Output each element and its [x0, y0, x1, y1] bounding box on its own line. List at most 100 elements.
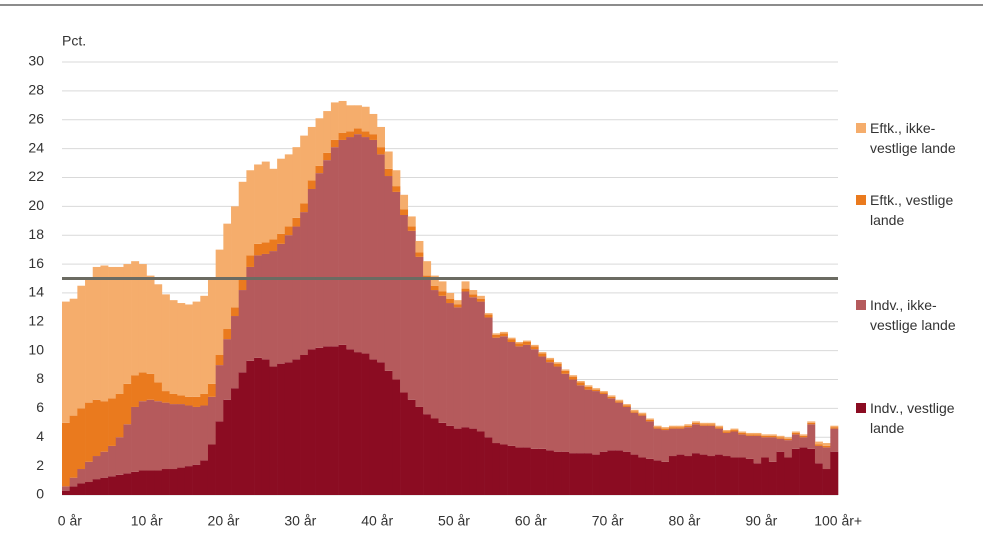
bar-segment — [807, 422, 816, 425]
bar-segment — [807, 421, 816, 423]
bar-segment — [476, 295, 485, 299]
bar-segment — [115, 393, 124, 438]
bar-segment — [576, 385, 585, 454]
bar-segment — [338, 139, 347, 345]
bar-segment — [261, 359, 270, 495]
bar-segment — [131, 375, 140, 407]
bar-segment — [138, 264, 147, 373]
bar-segment — [261, 242, 270, 254]
bar-segment — [207, 277, 216, 384]
bar-segment — [277, 363, 286, 495]
bar-segment — [791, 431, 800, 433]
bar-segment — [476, 298, 485, 302]
bar-segment — [484, 437, 493, 495]
bar-segment — [330, 139, 339, 148]
bar-segment — [246, 266, 255, 361]
y-axis-label: Pct. — [62, 33, 86, 49]
bar-segment — [100, 265, 109, 402]
legend-swatch — [856, 300, 866, 310]
bar-segment — [238, 278, 247, 291]
bar-segment — [377, 126, 385, 148]
bar-segment — [538, 352, 547, 354]
bar-segment — [776, 437, 785, 439]
bar-segment — [653, 460, 662, 495]
bar-segment — [177, 404, 186, 468]
bar-segment — [92, 399, 101, 457]
bar-segment — [323, 346, 332, 495]
bar-segment — [131, 261, 140, 376]
bar-segment — [207, 444, 216, 495]
bar-segment — [292, 226, 301, 360]
bar-segment — [453, 300, 462, 305]
bar-segment — [62, 490, 70, 495]
bar-segment — [123, 424, 132, 474]
bar-segment — [499, 444, 508, 495]
bar-segment — [307, 189, 316, 350]
bar-segment — [430, 275, 439, 286]
bar-segment — [707, 422, 716, 425]
bar-segment — [361, 353, 370, 495]
bar-segment — [668, 427, 677, 429]
bar-segment — [138, 401, 147, 471]
legend-swatch — [856, 195, 866, 205]
bar-segment — [330, 346, 339, 495]
bar-segment — [284, 362, 293, 495]
bar-segment — [423, 279, 432, 415]
bar-segment — [761, 437, 770, 458]
bar-segment — [799, 447, 808, 495]
bar-segment — [499, 336, 508, 445]
bar-segment — [515, 342, 524, 344]
bar-segment — [569, 376, 578, 380]
bar-segment — [269, 366, 278, 495]
legend-entry: Eftk., vestlige lande — [856, 190, 956, 230]
y-tick-label: 4 — [36, 428, 44, 444]
bar-segment — [745, 458, 754, 495]
bar-segment — [177, 395, 186, 405]
bar-segment — [415, 256, 424, 407]
legend-swatch — [856, 403, 866, 413]
bar-segment — [730, 431, 739, 458]
bar-segment — [576, 453, 585, 495]
bar-segment — [676, 454, 685, 495]
bar-segment — [814, 444, 823, 446]
bar-segment — [377, 147, 385, 155]
bar-segment — [830, 451, 839, 495]
bar-segment — [653, 428, 662, 461]
bar-segment — [453, 304, 462, 308]
bar-segment — [269, 239, 278, 252]
y-tick-label: 18 — [28, 226, 44, 242]
y-tick-label: 28 — [28, 82, 44, 98]
bar-segment — [115, 474, 124, 495]
bar-segment — [69, 298, 78, 416]
bar-segment — [745, 435, 754, 459]
bar-segment — [791, 432, 800, 435]
bar-segment — [699, 424, 708, 426]
bar-segment — [161, 391, 170, 403]
bar-segment — [184, 396, 193, 406]
bar-segment — [330, 147, 339, 347]
bar-segment — [284, 154, 293, 227]
bar-segment — [707, 425, 716, 457]
bar-segment — [699, 425, 708, 455]
bar-segment — [507, 339, 516, 343]
bar-segment — [692, 421, 701, 423]
bar-segment — [284, 235, 293, 363]
bar-segment — [315, 165, 324, 174]
bar-segment — [338, 344, 347, 495]
bar-segment — [300, 354, 309, 495]
bar-segment — [515, 343, 524, 347]
bar-segment — [192, 301, 201, 397]
bar-segment — [400, 214, 409, 393]
bar-segment — [814, 463, 823, 495]
bar-segment — [668, 425, 677, 428]
bar-segment — [830, 425, 839, 428]
bar-segment — [753, 432, 762, 435]
bar-segment — [430, 285, 439, 291]
bar-segment — [369, 113, 378, 135]
bar-segment — [323, 152, 332, 161]
bar-segment — [507, 342, 516, 446]
bar-segment — [300, 203, 309, 213]
bar-segment — [184, 405, 193, 467]
bar-segment — [92, 479, 101, 495]
